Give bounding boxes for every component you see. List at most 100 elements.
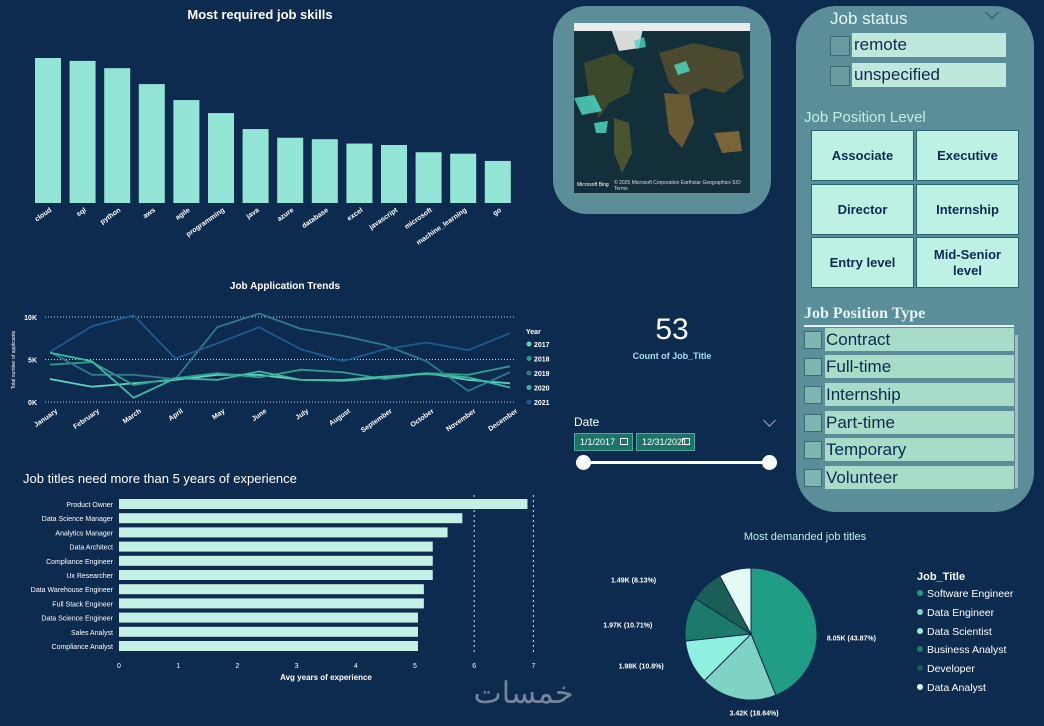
series-line-2020 [49, 351, 511, 399]
legend-marker [526, 370, 532, 376]
pie-legend-item[interactable]: Software Engineer [917, 588, 1013, 600]
type-option-label: Full-time [825, 355, 1014, 378]
status-option-remote[interactable]: remote [830, 33, 1006, 57]
type-option-label: Internship [825, 383, 1014, 406]
exp-xtick-label: 5 [413, 663, 417, 670]
exp-bar [119, 527, 448, 538]
calendar-icon[interactable] [620, 438, 628, 445]
exp-tick-label: Sales Analyst [71, 630, 113, 637]
legend-marker [917, 684, 923, 690]
pie-data-label: 1.97K (10.71%) [603, 623, 652, 630]
series-line-2021 [49, 314, 511, 363]
level-executive[interactable]: Executive [916, 130, 1019, 181]
exp-tick-label: Ux Researcher [66, 573, 113, 580]
skill-tick-label: azure [276, 207, 295, 223]
status-option-label: remote [852, 33, 1006, 57]
end-date-input[interactable]: 12/31/2021 [636, 433, 695, 451]
legend-label: 2020 [534, 386, 550, 393]
map-logo: Microsoft Bing [577, 182, 609, 188]
chevron-down-icon[interactable] [763, 414, 776, 427]
pie-legend-item[interactable]: Business Analyst [917, 644, 1006, 656]
start-date-value: 1/1/2017 [580, 437, 616, 447]
skill-tick-label: python [99, 207, 122, 226]
pie-legend-item[interactable]: Data Engineer [917, 607, 994, 619]
date-slider-end-handle[interactable] [762, 455, 777, 470]
date-slider-track[interactable] [584, 461, 770, 464]
trends-xtick-label: March [122, 408, 143, 426]
position-type-underline [804, 325, 1014, 327]
trends-xtick-label: February [72, 408, 101, 431]
level-entry[interactable]: Entry level [811, 237, 914, 288]
exp-bar [119, 584, 424, 595]
checkbox[interactable] [804, 386, 822, 404]
skill-bar [381, 145, 407, 203]
trends-xtick-label: July [295, 408, 311, 422]
legend-label: Data Analyst [927, 682, 986, 694]
legend-label: Developer [927, 663, 975, 676]
legend-label: Data Engineer [927, 606, 995, 619]
series-line-2018 [49, 361, 511, 386]
trends-xtick-label: December [487, 408, 519, 433]
skill-tick-label: aws [142, 207, 157, 220]
pie-legend-item[interactable]: Data Analyst [917, 682, 986, 694]
trends-xtick-label: September [360, 408, 394, 435]
pie-legend-item[interactable]: Data Scientist [917, 626, 992, 638]
skill-tick-label: go [492, 207, 503, 218]
skill-bar [173, 100, 200, 203]
type-option-label: Part-time [825, 411, 1014, 434]
start-date-input[interactable]: 1/1/2017 [574, 433, 633, 451]
type-option-contract[interactable]: Contract [804, 328, 1014, 351]
exp-tick-label: Analytics Manager [55, 530, 113, 537]
exp-bar [119, 612, 418, 623]
legend-marker [526, 341, 532, 347]
checkbox[interactable] [804, 441, 822, 459]
level-internship[interactable]: Internship [916, 184, 1019, 235]
world-map[interactable]: Microsoft Bing © 2025 Microsoft Corporat… [574, 23, 750, 193]
type-option-temporary[interactable]: Temporary [804, 438, 1014, 461]
exp-xtick-label: 6 [472, 663, 476, 670]
skill-tick-label: excel [346, 207, 364, 223]
date-slider-start-handle[interactable] [576, 455, 591, 470]
trends-ytick-label: 5K [28, 358, 37, 365]
type-option-volunteer[interactable]: Volunteer [804, 466, 1014, 489]
checkbox[interactable] [804, 414, 822, 432]
trends-xtick-label: October [410, 408, 436, 429]
level-director[interactable]: Director [811, 184, 914, 235]
position-type-title: Job Position Type [804, 305, 926, 322]
skill-bar [69, 60, 96, 204]
level-associate[interactable]: Associate [811, 130, 914, 181]
exp-xtick-label: 7 [531, 663, 535, 670]
type-option-label: Temporary [825, 438, 1014, 461]
calendar-icon[interactable] [682, 438, 690, 445]
type-option-label: Volunteer [825, 466, 1014, 489]
checkbox[interactable] [804, 469, 822, 487]
checkbox[interactable] [830, 36, 850, 56]
pie-slice [703, 633, 777, 701]
skill-bar [415, 152, 442, 203]
position-type-scrollbar[interactable] [1015, 335, 1018, 488]
pie-data-label: 1.98K (10.8%) [619, 663, 664, 670]
map-attribution[interactable]: © 2025 Microsoft Corporation Earthstar G… [614, 180, 741, 192]
type-option-full-time[interactable]: Full-time [804, 355, 1014, 378]
exp-bar [119, 641, 418, 651]
trends-xtick-label: June [251, 408, 268, 423]
legend-marker [917, 646, 923, 653]
legend-marker [917, 590, 923, 596]
skill-tick-label: microsoft [404, 207, 435, 231]
skill-bar [138, 84, 165, 203]
pie-slice [750, 567, 818, 696]
exp-xtick-label: 4 [354, 663, 358, 670]
exp-bar [119, 499, 528, 509]
checkbox[interactable] [804, 358, 822, 376]
end-date-value: 12/31/2021 [642, 437, 688, 447]
checkbox[interactable] [830, 66, 850, 86]
type-option-internship[interactable]: Internship [804, 383, 1014, 406]
checkbox[interactable] [804, 331, 822, 349]
status-option-unspecified[interactable]: unspecified [830, 63, 1006, 87]
watermark-logo: خمسات [473, 677, 574, 710]
pie-legend-item[interactable]: Developer [917, 663, 975, 675]
level-mid-senior[interactable]: Mid-Senior level [916, 237, 1019, 288]
type-option-part-time[interactable]: Part-time [804, 411, 1014, 434]
exp-xtick-label: 1 [176, 663, 180, 670]
skill-tick-label: database [301, 207, 330, 230]
